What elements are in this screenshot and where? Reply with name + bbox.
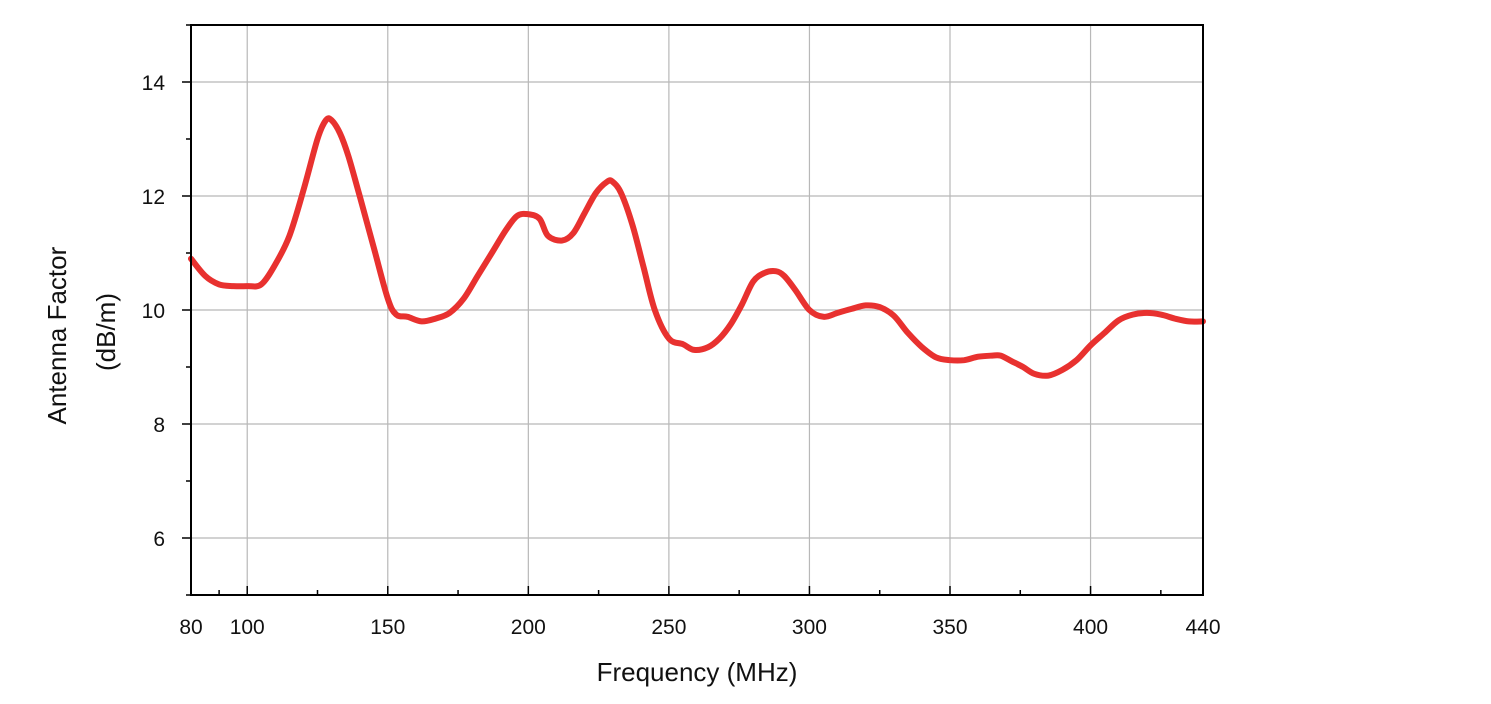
x-tick-label: 300 [792,616,827,639]
x-tick-label: 200 [511,616,546,639]
x-tick-label: 440 [1185,616,1220,639]
x-tick-label: 150 [370,616,405,639]
series-layer [188,115,1206,379]
antenna-factor-line [188,115,1206,379]
y-axis-title-line-1: Antenna Factor [42,246,72,424]
y-tick-label: 12 [142,186,165,209]
y-tick-label: 14 [142,72,166,95]
x-tick-label: 400 [1073,616,1108,639]
x-tick-label: 80 [179,616,202,639]
y-axis-title-line-2: (dB/m) [91,293,121,371]
y-tick-label: 8 [153,414,165,437]
grid-lines [191,25,1203,595]
x-axis-title: Frequency (MHz) [597,657,798,687]
tick-labels: 80 100 150 200 250 300 350 400 440 6 8 10 12 14 [142,72,1221,639]
x-tick-label: 100 [230,616,265,639]
x-tick-label: 250 [651,616,686,639]
x-tick-label: 350 [932,616,967,639]
y-axis-title: Antenna Factor (dB/m) [42,239,121,424]
axis-ticks [182,24,1204,596]
y-tick-label: 6 [153,528,165,551]
y-tick-label: 10 [142,300,165,323]
